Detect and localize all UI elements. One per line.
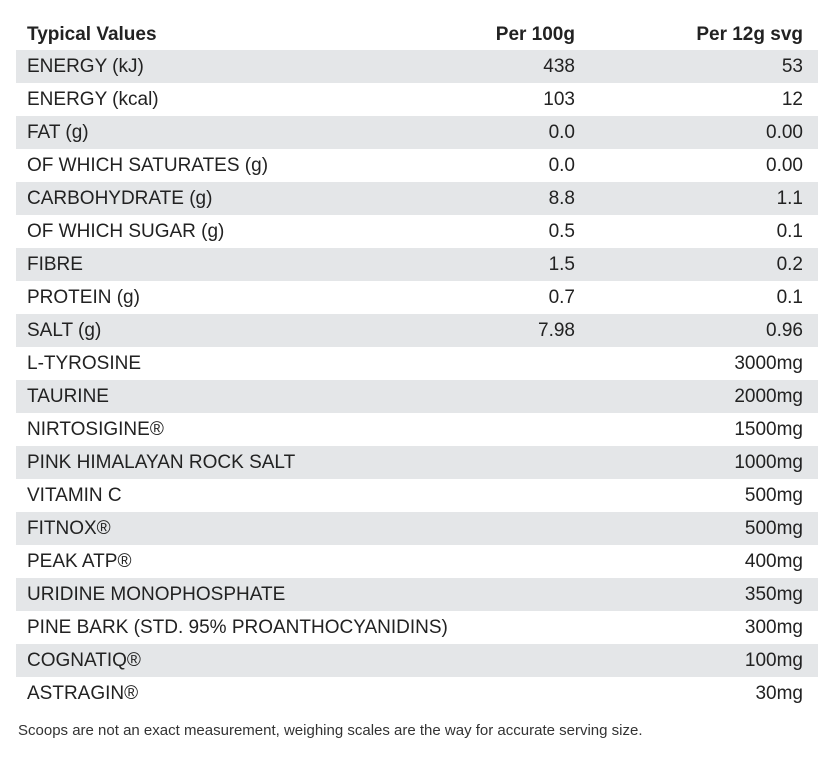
nutrition-table: Typical Values Per 100g Per 12g svg ENER…	[16, 18, 818, 710]
per-serving-value: 0.96	[766, 320, 803, 341]
per-serving-value: 0.1	[776, 287, 803, 308]
table-row: ENERGY (kcal) 103 12	[16, 83, 818, 116]
table-row: PINE BARK (STD. 95% PROANTHOCYANIDINS) 30…	[16, 611, 818, 644]
nutrient-name: FITNOX®	[27, 518, 111, 539]
table-row: SALT (g) 7.98 0.96	[16, 314, 818, 347]
per-100g-value: 0.0	[548, 122, 575, 143]
per-100g-value: 7.98	[538, 320, 575, 341]
per-serving-value: 3000mg	[734, 353, 803, 374]
nutrient-name: NIRTOSIGINE®	[27, 419, 164, 440]
per-serving-value: 1500mg	[734, 419, 803, 440]
per-serving-value: 300mg	[744, 617, 803, 638]
table-row: COGNATIQ® 100mg	[16, 644, 818, 677]
per-serving-value: 0.2	[776, 254, 803, 275]
nutrient-name: CARBOHYDRATE (g)	[27, 188, 213, 209]
table-row: OF WHICH SUGAR (g) 0.5 0.1	[16, 215, 818, 248]
nutrient-name: PINE BARK (STD. 95% PROANTHOCYANIDINS)	[27, 617, 448, 638]
per-serving-value: 1000mg	[734, 452, 803, 473]
per-serving-value: 2000mg	[734, 386, 803, 407]
nutrient-name: PEAK ATP®	[27, 551, 132, 572]
table-row: FIBRE 1.5 0.2	[16, 248, 818, 281]
per-serving-value: 1.1	[776, 188, 803, 209]
table-row: L-TYROSINE 3000mg	[16, 347, 818, 380]
table-row: FAT (g) 0.0 0.00	[16, 116, 818, 149]
table-row: PROTEIN (g) 0.7 0.1	[16, 281, 818, 314]
nutrient-name: PROTEIN (g)	[27, 287, 140, 308]
table-row: OF WHICH SATURATES (g) 0.0 0.00	[16, 149, 818, 182]
nutrient-name: URIDINE MONOPHOSPHATE	[27, 584, 286, 605]
per-serving-value: 0.00	[766, 155, 803, 176]
table-row: URIDINE MONOPHOSPHATE 350mg	[16, 578, 818, 611]
table-row: NIRTOSIGINE® 1500mg	[16, 413, 818, 446]
per-100g-value: 0.5	[548, 221, 575, 242]
per-serving-value: 0.00	[766, 122, 803, 143]
footnote: Scoops are not an exact measurement, wei…	[18, 722, 643, 739]
nutrient-name: FAT (g)	[27, 122, 89, 143]
per-serving-value: 53	[781, 56, 803, 77]
per-100g-value: 1.5	[548, 254, 575, 275]
header-row: Typical Values Per 100g Per 12g svg	[16, 18, 818, 50]
per-serving-value: 0.1	[776, 221, 803, 242]
nutrient-name: PINK HIMALAYAN ROCK SALT	[27, 452, 296, 473]
per-serving-value: 500mg	[744, 485, 803, 506]
table-row: PEAK ATP® 400mg	[16, 545, 818, 578]
nutrient-name: SALT (g)	[27, 320, 102, 341]
per-100g-value: 438	[543, 56, 575, 77]
table-row: FITNOX® 500mg	[16, 512, 818, 545]
per-100g-value: 0.0	[548, 155, 575, 176]
per-serving-value: 400mg	[744, 551, 803, 572]
nutrient-name: COGNATIQ®	[27, 650, 141, 671]
nutrient-name: L-TYROSINE	[27, 353, 142, 374]
per-serving-value: 350mg	[744, 584, 803, 605]
nutrient-name: OF WHICH SUGAR (g)	[27, 221, 225, 242]
per-serving-value: 500mg	[744, 518, 803, 539]
table-row: VITAMIN C 500mg	[16, 479, 818, 512]
table-row: ASTRAGIN® 30mg	[16, 677, 818, 710]
per-serving-value: 100mg	[744, 650, 803, 671]
nutrient-name: VITAMIN C	[27, 485, 122, 506]
header-cell: Per 100g	[495, 24, 575, 45]
nutrient-name: ENERGY (kcal)	[27, 89, 159, 110]
nutrient-name: ENERGY (kJ)	[27, 56, 144, 77]
nutrient-name: OF WHICH SATURATES (g)	[27, 155, 269, 176]
per-serving-value: 30mg	[755, 683, 803, 704]
per-100g-value: 8.8	[548, 188, 575, 209]
table-row: ENERGY (kJ) 438 53	[16, 50, 818, 83]
header-cell: Per 12g svg	[696, 24, 803, 45]
nutrient-name: TAURINE	[27, 386, 109, 407]
table-row: TAURINE 2000mg	[16, 380, 818, 413]
table-row: CARBOHYDRATE (g) 8.8 1.1	[16, 182, 818, 215]
nutrient-name: ASTRAGIN®	[27, 683, 139, 704]
per-100g-value: 103	[543, 89, 575, 110]
nutrient-name: FIBRE	[27, 254, 83, 275]
table-row: PINK HIMALAYAN ROCK SALT 1000mg	[16, 446, 818, 479]
per-serving-value: 12	[781, 89, 803, 110]
header-cell: Typical Values	[27, 24, 157, 45]
per-100g-value: 0.7	[548, 287, 575, 308]
